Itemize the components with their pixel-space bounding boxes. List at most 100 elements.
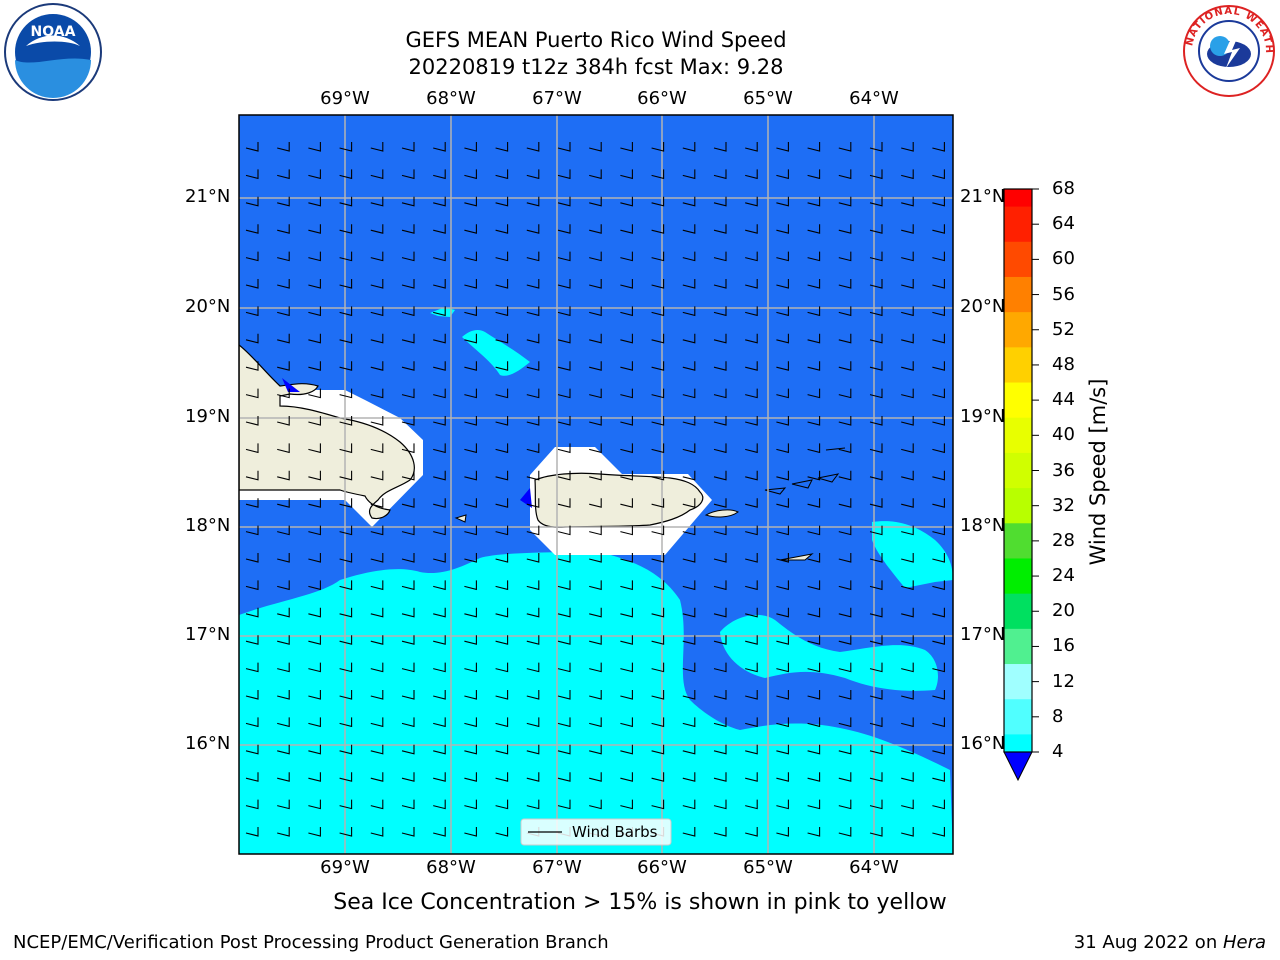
wind-barb	[807, 169, 821, 180]
colorbar-segments	[1004, 189, 1032, 753]
wind-barb	[277, 196, 290, 207]
wind-barb	[682, 416, 696, 426]
colorbar-segment	[1004, 241, 1032, 260]
mona-passage-low-wind	[520, 488, 532, 508]
wind-barb	[339, 744, 353, 755]
hispaniola-low-wind	[282, 378, 300, 392]
wind-barb	[932, 827, 945, 837]
wind-barb	[651, 607, 665, 618]
colorbar-segment	[1004, 505, 1032, 524]
wind-barb	[277, 635, 290, 645]
wind-barb	[745, 333, 758, 344]
wind-barb	[401, 443, 415, 454]
wind-barb	[807, 196, 821, 207]
wind-barb	[776, 744, 789, 755]
wind-barb	[370, 525, 384, 536]
wind-barb	[620, 470, 633, 481]
wind-barb	[838, 827, 852, 837]
wind-barb	[339, 662, 353, 673]
wind-barb	[869, 744, 883, 755]
sea-ice-caption: Sea Ice Concentration > 15% is shown in …	[333, 890, 947, 915]
wind-barb	[651, 251, 665, 262]
wind-barb	[682, 388, 696, 399]
colorbar-tick-label: 44	[1052, 389, 1075, 411]
wind-barb	[464, 607, 477, 618]
wind-barbs	[245, 142, 945, 837]
wind-barb	[776, 142, 789, 152]
wind-barb	[245, 196, 259, 207]
wind-barb	[620, 416, 633, 426]
colorbar-segment	[1004, 189, 1032, 208]
wind-barb	[495, 690, 509, 700]
wind-barb	[339, 333, 353, 344]
wind-barb	[277, 744, 290, 755]
wind-barb	[370, 635, 384, 645]
wind-barb	[869, 607, 883, 618]
wind-barb	[401, 333, 415, 344]
wind-barb	[464, 443, 477, 454]
wind-barb	[526, 498, 540, 508]
wind-barb	[682, 772, 696, 782]
wind-barb	[433, 470, 446, 481]
wind-barb	[557, 498, 571, 508]
wind-barb	[495, 470, 509, 481]
wind-barb	[401, 306, 415, 317]
vieques-island	[704, 509, 739, 518]
wind-barb	[245, 443, 259, 454]
wind-barb	[682, 827, 696, 837]
colorbar-segment	[1004, 276, 1032, 296]
wind-barb	[713, 635, 727, 645]
wind-barb	[277, 443, 290, 454]
wind-barb	[932, 361, 945, 371]
wind-barb	[557, 470, 571, 481]
wind-barb	[869, 525, 883, 536]
wind-barb	[713, 279, 727, 289]
wind-barb	[901, 443, 914, 454]
wind-barb	[277, 169, 290, 180]
colorbar-segment	[1004, 628, 1032, 647]
wind-barb	[682, 690, 696, 700]
wind-barb	[838, 607, 852, 618]
wind-barb	[308, 772, 321, 782]
colorbar-tick-label: 20	[1052, 600, 1075, 622]
wind-barb	[401, 142, 415, 152]
lat-label-left: 21°N	[185, 186, 231, 207]
wind-barb	[433, 142, 446, 152]
wind-barb	[433, 607, 446, 618]
wind-barb	[464, 279, 477, 289]
wind-barb	[495, 196, 509, 207]
colorbar-tick-label: 40	[1052, 424, 1075, 446]
wind-barb	[932, 169, 945, 180]
wind-barb	[713, 470, 727, 481]
wind-barb	[370, 306, 384, 317]
wind-barb	[589, 169, 602, 180]
wind-barb	[838, 662, 852, 673]
wind-barb	[901, 333, 914, 344]
wind-barb	[433, 498, 446, 508]
wind-barb	[433, 416, 446, 426]
wind-barb	[807, 662, 821, 673]
wind-barb	[682, 279, 696, 289]
wind-barb	[901, 580, 914, 591]
wind-barb	[807, 279, 821, 289]
wind-barb	[838, 799, 852, 810]
wind-barb	[277, 416, 290, 426]
wind-barb	[807, 333, 821, 344]
wind-barb	[807, 498, 821, 508]
wind-barb	[495, 498, 509, 508]
wind-barb	[464, 525, 477, 536]
wind-barb	[589, 662, 602, 673]
wind-barb	[495, 607, 509, 618]
wind-barb	[557, 169, 571, 180]
wind-barb	[620, 525, 633, 536]
lat-label-right: 18°N	[960, 515, 1006, 536]
wind-barb	[651, 142, 665, 152]
wind-barb	[932, 306, 945, 317]
wind-barb	[464, 717, 477, 728]
wind-barb	[869, 470, 883, 481]
wind-barb	[932, 772, 945, 782]
wind-barb	[869, 662, 883, 673]
wind-barb	[401, 224, 415, 234]
colorbar-ticks	[1032, 188, 1039, 753]
wind-barb	[557, 196, 571, 207]
